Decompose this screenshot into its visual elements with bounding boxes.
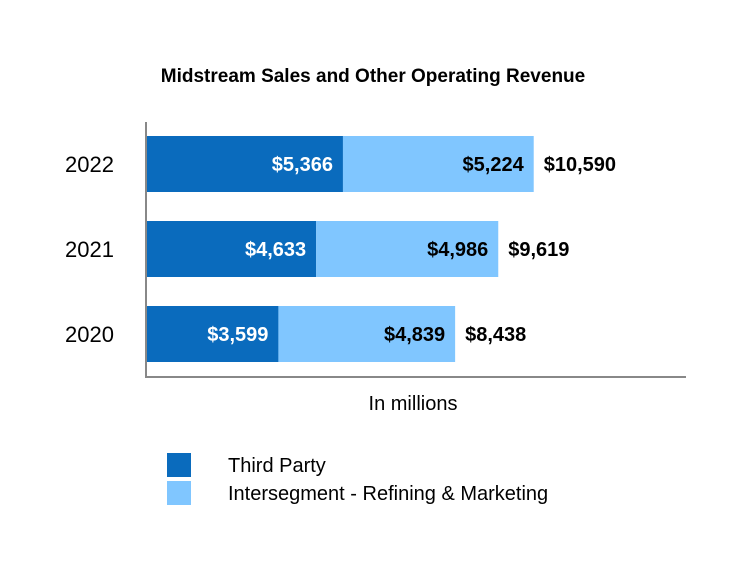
- total-label: $10,590: [544, 154, 616, 176]
- category-label: 2021: [65, 237, 114, 262]
- data-label: $3,599: [207, 324, 268, 346]
- category-label: 2020: [65, 322, 114, 347]
- data-label: $5,224: [463, 154, 525, 176]
- data-label: $4,633: [245, 239, 306, 261]
- legend-entry: Intersegment - Refining & Marketing: [228, 483, 548, 505]
- bars-group: 2022 $5,366 $5,224 $10,590 2021 $4,633 $4,986 $…: [65, 136, 616, 362]
- legend: Third Party Intersegment - Refining & Mar…: [167, 453, 548, 505]
- bar-segment: [147, 221, 317, 277]
- bar-segment: [316, 221, 499, 277]
- data-label: $4,986: [427, 239, 488, 261]
- legend-entry: Third Party: [228, 455, 326, 477]
- bar-segment: [342, 136, 534, 192]
- bar-segment: [147, 306, 279, 362]
- bar-segment: [278, 306, 456, 362]
- total-label: $9,619: [508, 239, 569, 261]
- legend-swatch: [167, 481, 191, 505]
- data-label: $4,839: [384, 324, 445, 346]
- chart-title: Midstream Sales and Other Operating Reve…: [161, 66, 585, 87]
- x-axis-label: In millions: [369, 393, 458, 415]
- data-label: $5,366: [272, 154, 333, 176]
- total-label: $8,438: [465, 324, 526, 346]
- bar-segment: [147, 136, 343, 192]
- legend-swatch: [167, 453, 191, 477]
- category-label: 2022: [65, 152, 114, 177]
